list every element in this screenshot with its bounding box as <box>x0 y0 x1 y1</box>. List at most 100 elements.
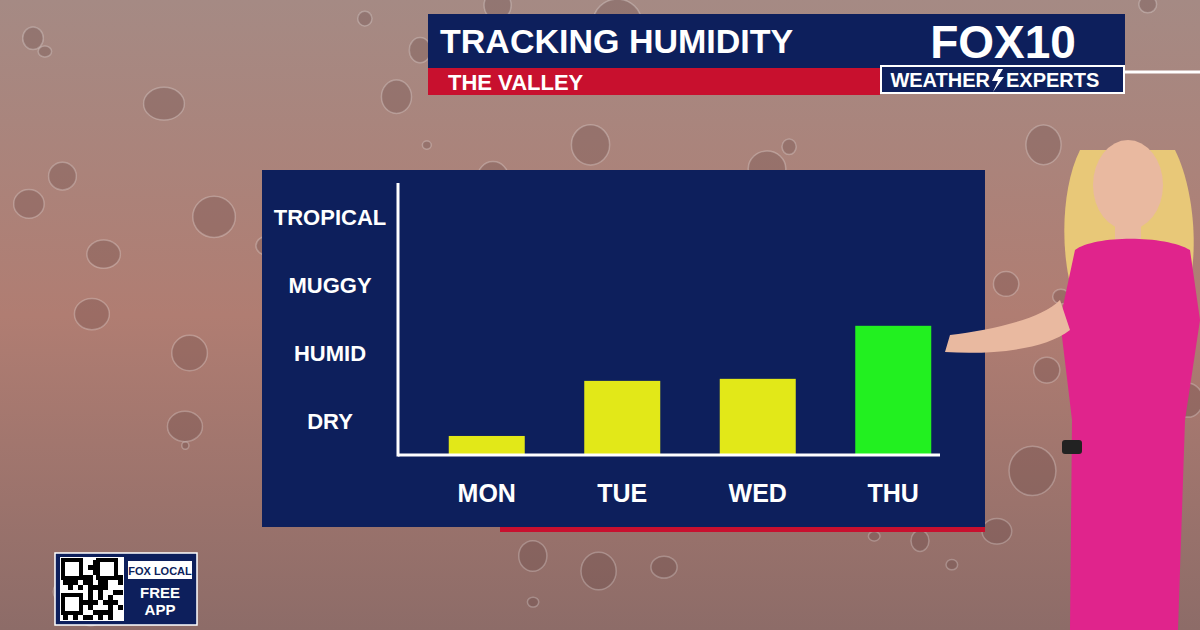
droplet <box>182 442 189 450</box>
y-axis <box>397 183 400 457</box>
bar <box>584 381 660 455</box>
qr-cell <box>88 600 93 605</box>
panel <box>262 170 985 527</box>
qr-code <box>63 560 123 620</box>
x-tick-label: MON <box>458 479 516 507</box>
panel-strip <box>500 527 985 532</box>
qr-cell <box>63 580 68 585</box>
droplet <box>381 80 411 113</box>
qr-cell <box>98 585 103 590</box>
arm <box>945 300 1070 353</box>
qr-cell <box>83 615 88 620</box>
qr-cell <box>68 580 73 585</box>
qr-cell <box>83 580 88 585</box>
droplet <box>911 530 929 551</box>
x-tick-label: TUE <box>597 479 647 507</box>
droplet <box>993 272 1018 297</box>
y-tick-label: TROPICAL <box>274 205 386 230</box>
droplet <box>87 240 120 268</box>
presenter <box>945 140 1200 630</box>
fox-local: FOX LOCAL <box>128 565 192 577</box>
bars <box>449 326 932 455</box>
qr-cell <box>68 585 73 590</box>
droplet <box>358 11 372 26</box>
x-axis <box>398 454 940 457</box>
qr-ground <box>60 557 124 621</box>
qr-finder <box>63 560 81 578</box>
bar <box>449 436 525 455</box>
droplet <box>49 162 77 190</box>
qr-cell <box>108 610 113 615</box>
droplets <box>14 0 1200 626</box>
qr-cell <box>73 580 78 585</box>
logo-weather: WEATHER <box>890 69 990 91</box>
qr-cell <box>93 585 98 590</box>
qr-cell <box>88 585 93 590</box>
qr-cell <box>93 600 98 605</box>
x-tick-label: THU <box>868 479 919 507</box>
qr-cell <box>88 615 93 620</box>
qr-cell <box>108 605 113 610</box>
fox-local-box <box>128 561 192 579</box>
qr-cell <box>118 605 123 610</box>
qr-cell <box>83 600 88 605</box>
qr-cell <box>103 610 108 615</box>
qr-cell <box>93 610 98 615</box>
qr-cell <box>63 615 68 620</box>
subtitle-box <box>428 68 880 95</box>
qr-cell <box>118 590 123 595</box>
qr-cell <box>108 615 113 620</box>
app-badge <box>55 553 197 625</box>
qr-cell <box>88 565 93 570</box>
logo-text: FOX10 <box>930 16 1076 68</box>
free-app-line: FREE <box>140 584 180 601</box>
qr-cell <box>73 615 78 620</box>
subtitle: THE VALLEY <box>448 70 584 95</box>
logo-rule <box>1125 71 1200 74</box>
qr-cell <box>108 600 113 605</box>
qr-cell <box>88 605 93 610</box>
y-tick-label: DRY <box>307 409 353 434</box>
qr-cell <box>88 575 93 580</box>
droplet <box>527 597 538 607</box>
droplet <box>868 531 880 540</box>
title-box <box>428 14 880 68</box>
qr-cell <box>98 580 103 585</box>
free-app: FREEAPP <box>140 584 180 618</box>
logo-bolt <box>992 69 1004 92</box>
droplet <box>782 139 796 154</box>
qr-finder <box>63 595 81 613</box>
droplet <box>982 519 1012 544</box>
bar <box>855 326 931 455</box>
qr-cell <box>78 585 83 590</box>
clicker <box>1062 440 1082 454</box>
droplet <box>571 125 609 165</box>
droplet <box>1139 0 1157 13</box>
droplet <box>23 27 44 50</box>
logo-experts: EXPERTS <box>1006 69 1099 91</box>
body <box>1060 239 1200 630</box>
qr-cell <box>113 590 118 595</box>
qr-cell <box>88 595 93 600</box>
qr-cell <box>88 590 93 595</box>
logo-sub-box <box>881 66 1124 93</box>
droplet <box>144 87 185 120</box>
chart-root: TRACKING HUMIDITYTHE VALLEYFOX10WEATHERE… <box>0 0 1200 630</box>
background <box>0 0 1200 630</box>
qr-cell <box>98 615 103 620</box>
qr-cell <box>108 595 113 600</box>
droplet <box>14 190 44 219</box>
bar <box>720 379 796 455</box>
qr-cell <box>103 585 108 590</box>
droplet <box>519 541 547 572</box>
qr-cell <box>113 600 118 605</box>
qr-cell <box>98 610 103 615</box>
x-tick-label: WED <box>729 479 787 507</box>
y-tick-label: MUGGY <box>288 273 371 298</box>
qr-cell <box>118 580 123 585</box>
qr-finder <box>98 560 116 578</box>
qr-cell <box>103 600 108 605</box>
y-tick-label: HUMID <box>294 341 366 366</box>
droplet <box>1034 357 1060 383</box>
droplet <box>409 38 430 63</box>
